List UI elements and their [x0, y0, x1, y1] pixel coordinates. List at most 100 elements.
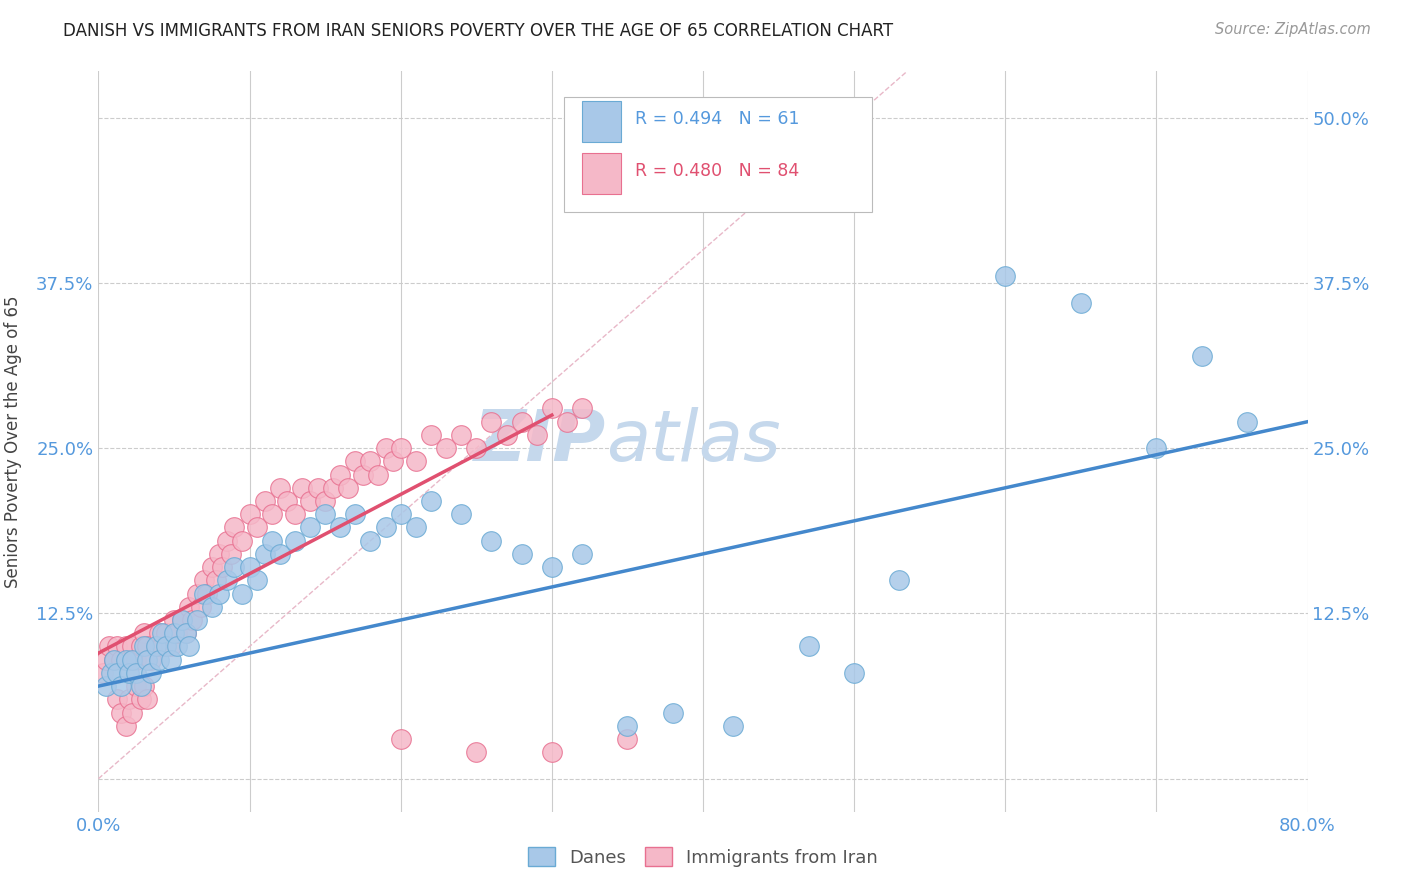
Point: [360, 533, 382, 548]
Point: [616, 731, 638, 746]
Point: [121, 640, 143, 654]
Point: [193, 574, 215, 588]
Point: [103, 653, 125, 667]
Point: [105, 692, 128, 706]
Point: [91, 665, 114, 680]
Point: [215, 574, 238, 588]
Point: [208, 586, 231, 600]
Point: [193, 586, 215, 600]
Point: [155, 626, 177, 640]
Text: atlas: atlas: [606, 407, 780, 476]
Point: [374, 441, 396, 455]
Point: [1236, 415, 1258, 429]
Point: [246, 574, 269, 588]
Point: [329, 520, 352, 534]
Point: [94, 679, 117, 693]
Point: [179, 640, 201, 654]
Point: [105, 665, 128, 680]
Point: [231, 533, 253, 548]
Point: [495, 428, 517, 442]
Point: [571, 401, 593, 416]
Point: [110, 653, 132, 667]
Point: [322, 481, 344, 495]
Point: [1070, 295, 1092, 310]
Text: DANISH VS IMMIGRANTS FROM IRAN SENIORS POVERTY OVER THE AGE OF 65 CORRELATION CH: DANISH VS IMMIGRANTS FROM IRAN SENIORS P…: [63, 22, 893, 40]
Point: [540, 560, 562, 574]
Point: [291, 481, 314, 495]
Point: [224, 520, 246, 534]
Point: [201, 560, 224, 574]
Point: [314, 494, 336, 508]
Point: [239, 508, 262, 522]
Point: [186, 586, 208, 600]
Point: [135, 640, 157, 654]
Point: [148, 653, 170, 667]
Point: [174, 626, 197, 640]
Text: Source: ZipAtlas.com: Source: ZipAtlas.com: [1215, 22, 1371, 37]
Point: [889, 574, 911, 588]
Point: [405, 454, 427, 468]
FancyBboxPatch shape: [582, 101, 621, 142]
Point: [129, 640, 152, 654]
Point: [374, 520, 396, 534]
Point: [526, 428, 548, 442]
Point: [94, 653, 117, 667]
Point: [160, 640, 183, 654]
Point: [129, 692, 152, 706]
Point: [239, 560, 262, 574]
Point: [540, 401, 562, 416]
Point: [253, 547, 276, 561]
Text: R = 0.494   N = 61: R = 0.494 N = 61: [636, 111, 800, 128]
Point: [181, 613, 204, 627]
Point: [231, 586, 253, 600]
Point: [616, 719, 638, 733]
Point: [141, 653, 163, 667]
Point: [269, 547, 291, 561]
Point: [352, 467, 374, 482]
Point: [510, 415, 533, 429]
Point: [190, 599, 212, 614]
Point: [382, 454, 405, 468]
Point: [121, 706, 143, 720]
Point: [135, 692, 157, 706]
Point: [129, 679, 152, 693]
Point: [110, 679, 132, 693]
Point: [103, 653, 125, 667]
Point: [465, 441, 488, 455]
Point: [1191, 349, 1213, 363]
Point: [141, 665, 163, 680]
Point: [405, 520, 427, 534]
Point: [450, 428, 472, 442]
Point: [166, 640, 188, 654]
Point: [329, 467, 352, 482]
Point: [314, 508, 336, 522]
Point: [121, 653, 143, 667]
Point: [367, 467, 389, 482]
Point: [246, 520, 269, 534]
Point: [299, 520, 322, 534]
Point: [215, 533, 238, 548]
Point: [160, 653, 183, 667]
Point: [170, 613, 193, 627]
Point: [481, 533, 503, 548]
FancyBboxPatch shape: [582, 153, 621, 194]
Point: [163, 626, 186, 640]
Point: [125, 653, 148, 667]
Point: [844, 665, 866, 680]
Point: [163, 613, 186, 627]
Point: [118, 692, 141, 706]
Point: [276, 494, 298, 508]
Point: [125, 679, 148, 693]
Point: [132, 679, 155, 693]
Point: [555, 415, 578, 429]
Point: [211, 560, 233, 574]
Point: [224, 560, 246, 574]
Point: [201, 599, 224, 614]
Point: [336, 481, 359, 495]
Point: [118, 665, 141, 680]
Point: [135, 653, 157, 667]
Point: [148, 626, 170, 640]
Point: [114, 719, 136, 733]
Point: [420, 494, 443, 508]
Point: [481, 415, 503, 429]
